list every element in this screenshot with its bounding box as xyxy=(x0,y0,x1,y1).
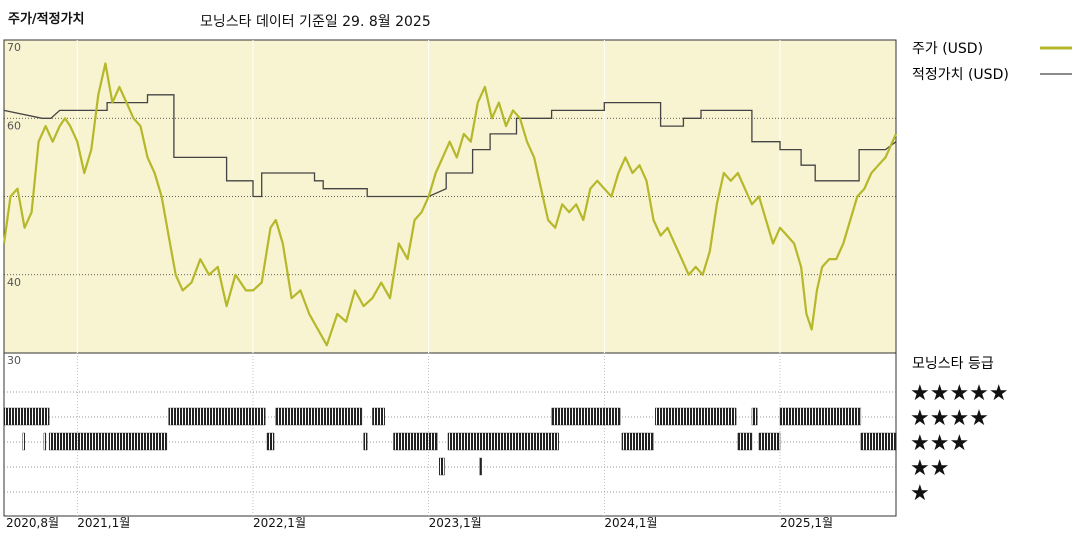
rating-bar-4-star xyxy=(779,407,862,426)
fair-value-line xyxy=(3,94,897,198)
rating-bar-4-star xyxy=(751,407,758,426)
rating-bar-3-star xyxy=(621,432,654,451)
rating-bar-4-star xyxy=(655,407,737,426)
y-tick-label: 30 xyxy=(7,354,21,367)
rating-bar-3-star xyxy=(22,432,25,451)
y-tick-label: 70 xyxy=(7,41,21,54)
price-legend-label: 주가 (USD) xyxy=(912,41,983,57)
chart-title: 주가/적정가치 xyxy=(8,12,85,27)
x-tick-label: 2024,1월 xyxy=(604,516,657,530)
rating-bar-4-star xyxy=(551,407,621,426)
five-star-label: ★★★★★ xyxy=(910,381,1009,406)
rating-bar-2-star xyxy=(479,457,482,476)
data-date-label: 모닝스타 데이터 기준일 29. 8월 2025 xyxy=(200,14,431,30)
rating-bar-4-star xyxy=(372,407,385,426)
fair-legend-label: 적정가치 (USD) xyxy=(912,67,1009,83)
rating-bar-3-star xyxy=(43,432,47,451)
rating-bar-4-star xyxy=(168,407,266,426)
rating-bar-3-star xyxy=(266,432,275,451)
rating-bar-3-star xyxy=(860,432,897,451)
four-star-label: ★★★★ xyxy=(910,406,989,431)
x-tick-label: 2025,1월 xyxy=(780,516,833,530)
rating-bar-2-star xyxy=(438,457,445,476)
y-tick-label: 60 xyxy=(7,119,21,132)
rating-bar-4-star xyxy=(3,407,50,426)
two-star-label: ★★ xyxy=(910,456,949,481)
rating-bar-3-star xyxy=(447,432,559,451)
x-tick-label: 2022,1월 xyxy=(253,516,306,530)
x-tick-label: 2020,8월 xyxy=(6,516,59,530)
x-tick-label: 2021,1월 xyxy=(77,516,130,530)
rating-bar-3-star xyxy=(48,432,168,451)
y-axis-ticks: 70 60 40 30 xyxy=(7,41,21,367)
three-star-label: ★★★ xyxy=(910,431,969,456)
rating-bar-3-star xyxy=(363,432,368,451)
y-tick-label: 40 xyxy=(7,276,21,289)
rating-bar-4-star xyxy=(275,407,363,426)
rating-bars xyxy=(3,407,897,476)
one-star-label: ★ xyxy=(910,481,930,506)
rating-legend-label: 모닝스타 등급 xyxy=(912,356,994,372)
rating-bar-3-star xyxy=(737,432,753,451)
x-tick-label: 2023,1월 xyxy=(429,516,482,530)
price-line xyxy=(2,62,898,347)
rating-bar-3-star xyxy=(393,432,438,451)
x-axis-ticks: 2020,8월 2021,1월 2022,1월 2023,1월 2024,1월 2025,… xyxy=(6,516,833,530)
rating-bar-3-star xyxy=(758,432,781,451)
price-panel xyxy=(3,39,897,354)
